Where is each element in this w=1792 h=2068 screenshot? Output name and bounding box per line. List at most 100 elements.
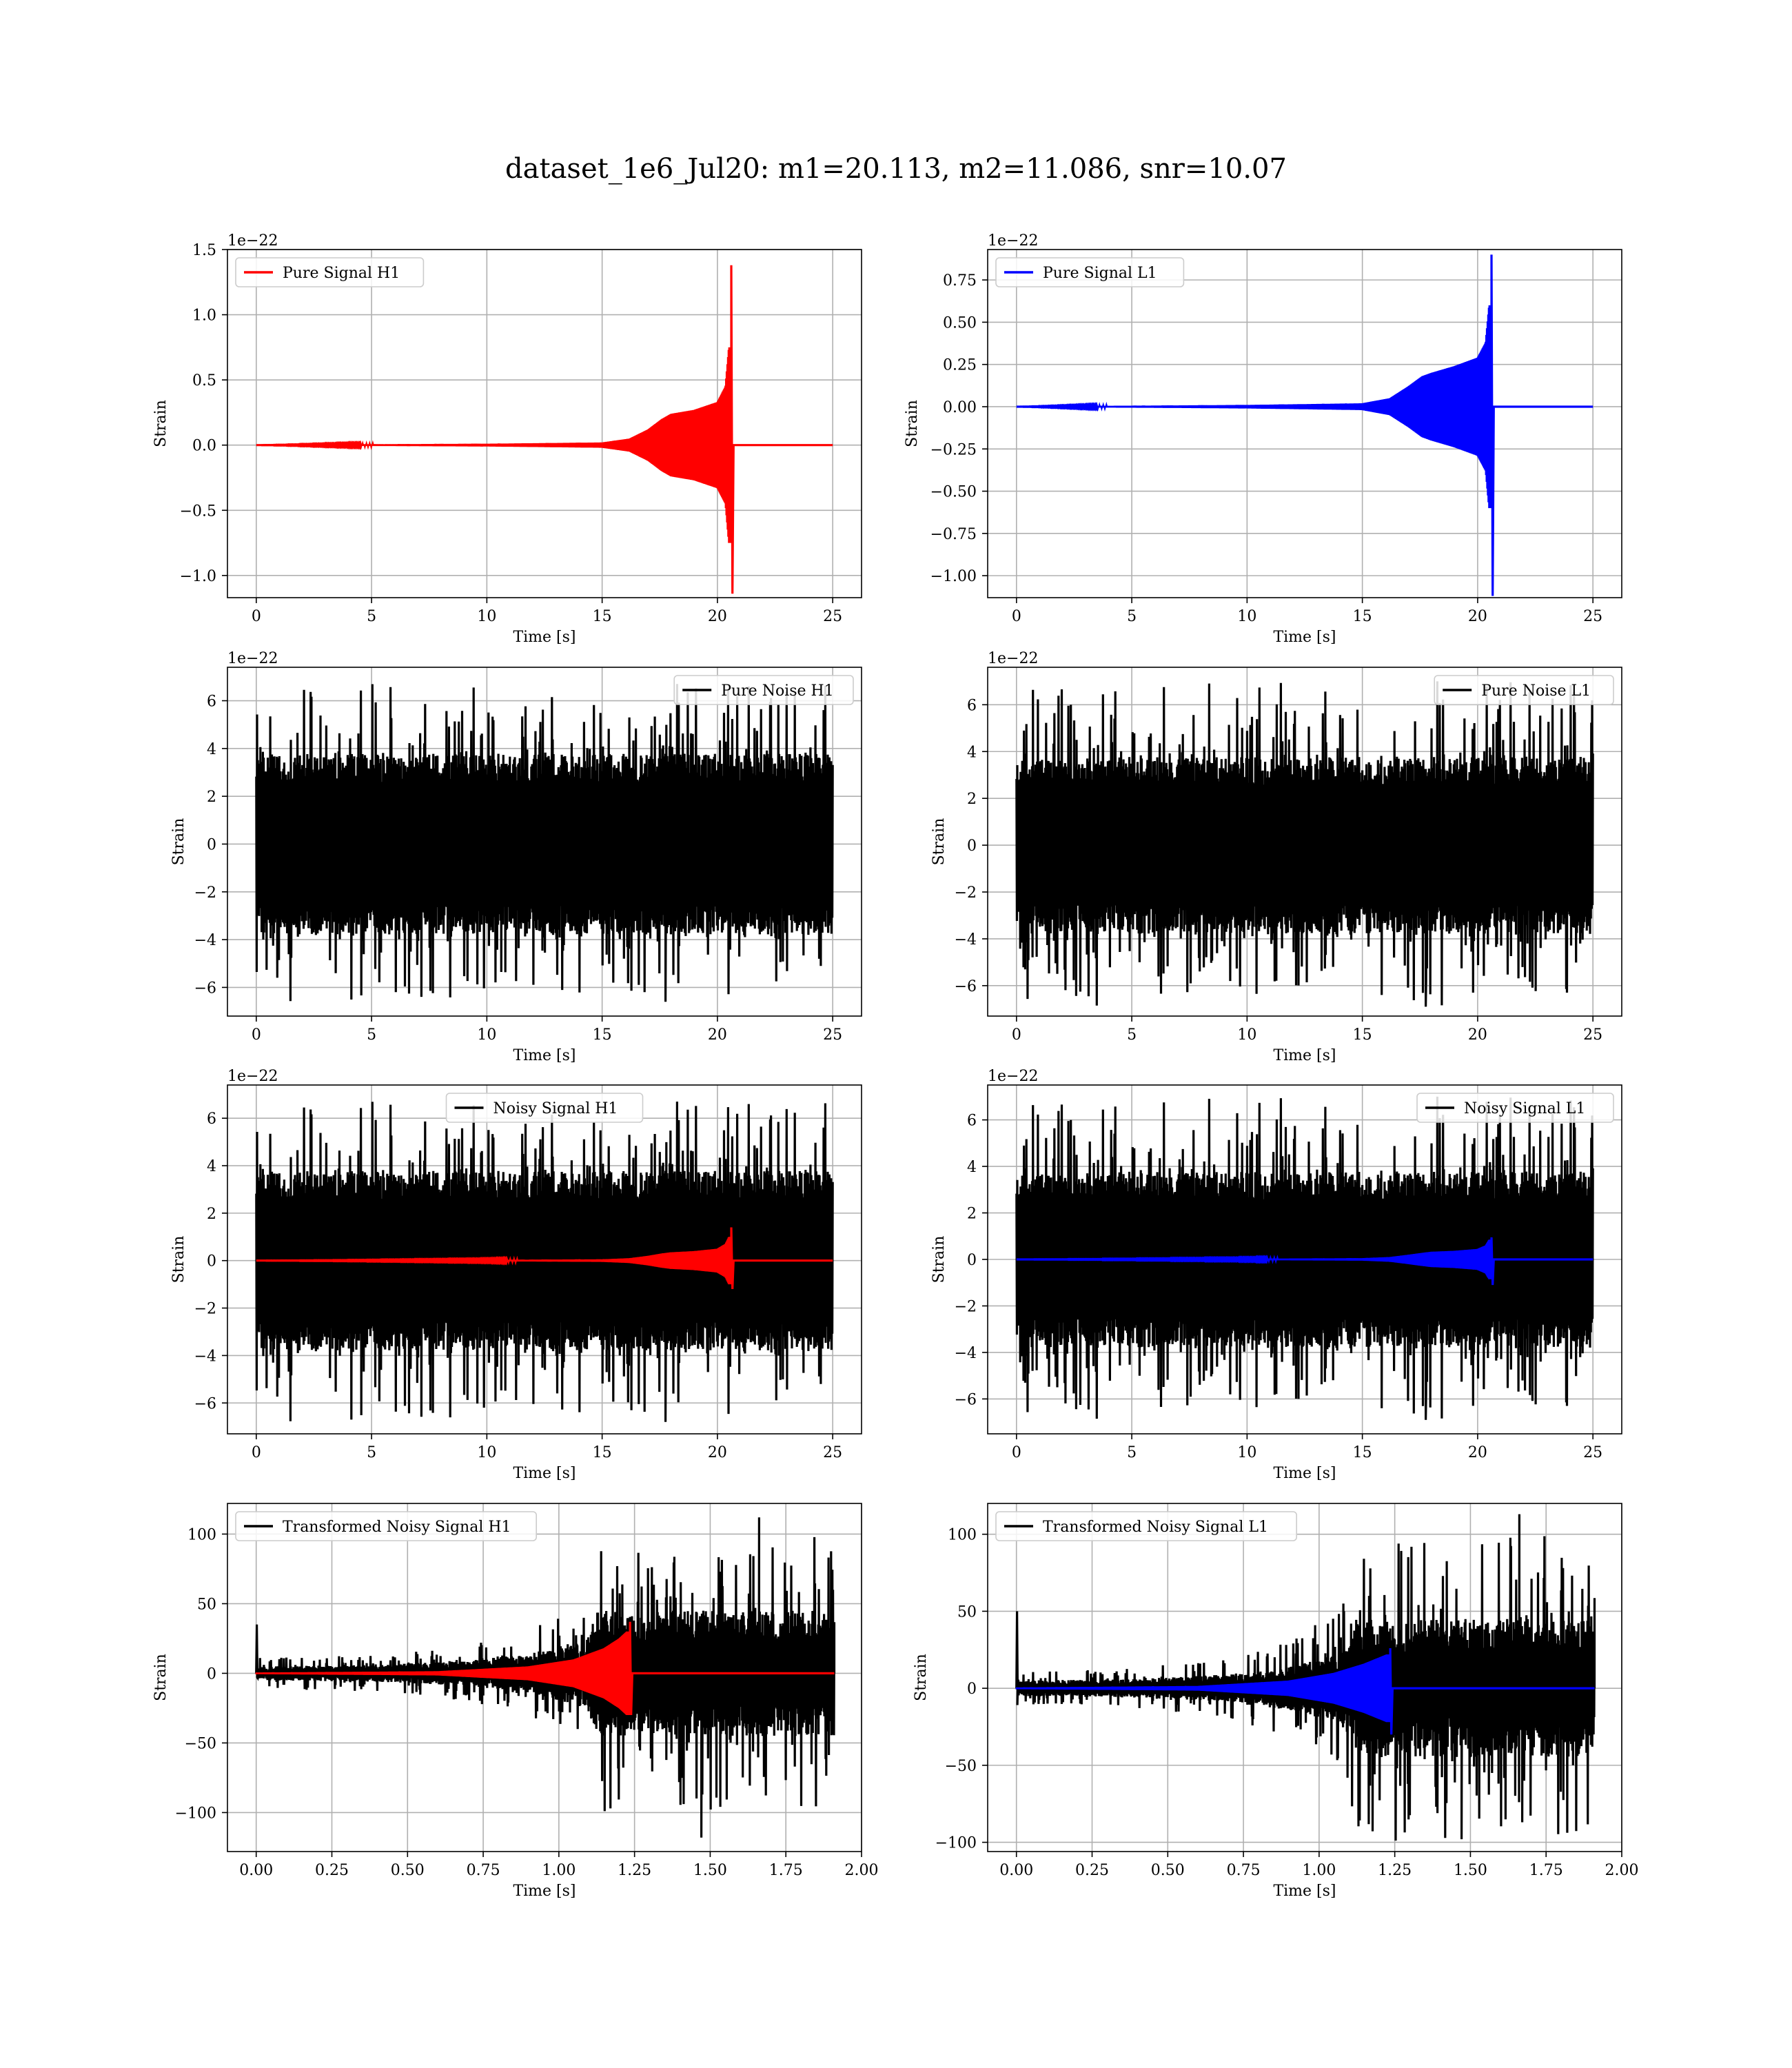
x-tick-label: 1.25: [618, 1862, 651, 1879]
x-tick-label: 5: [1127, 1026, 1137, 1044]
x-tick-label: 10: [1237, 608, 1256, 625]
y-tick-label: −6: [194, 980, 216, 997]
y-tick-label: 100: [187, 1526, 216, 1543]
y-tick-label: 4: [967, 744, 977, 761]
legend-label: Pure Signal L1: [1043, 265, 1157, 282]
y-tick-label: −0.5: [180, 503, 216, 520]
x-tick-label: 25: [823, 608, 842, 625]
y-tick-label: 0.50: [943, 314, 977, 332]
x-tick-label: 0: [1012, 1444, 1021, 1461]
y-tick-label: −2: [194, 884, 216, 902]
x-tick-label: 10: [477, 1026, 496, 1044]
y-offset-text: 1e−22: [227, 232, 278, 250]
legend-label: Noisy Signal L1: [1464, 1100, 1585, 1117]
x-tick-label: 0: [1012, 608, 1021, 625]
y-tick-label: 0.75: [943, 272, 977, 290]
pure-signal-l1-plot-area: [1016, 254, 1594, 596]
legend-frame: [1434, 675, 1614, 705]
y-tick-label: 50: [957, 1603, 977, 1621]
x-axis-label: Time [s]: [513, 1465, 576, 1482]
y-offset-text: 1e−22: [227, 650, 278, 667]
transformed-noisy-signal-l1-line: [1015, 1514, 1596, 1841]
x-tick-label: 1.25: [1378, 1862, 1412, 1879]
pure-signal-h1-axes: 0 5 10 15 20 25 −1.0 −0.5 0.0 0.5 1.0 1.5 Time [s] St…: [152, 232, 862, 646]
x-axis-label: Time [s]: [1273, 1465, 1336, 1482]
axes-frame: [227, 1084, 862, 1435]
y-tick-label: 0.00: [943, 399, 977, 416]
x-tick-label: 20: [708, 1444, 727, 1461]
legend-frame: [995, 257, 1185, 287]
x-tick-label: 0: [252, 608, 261, 625]
y-tick-label: −0.50: [930, 484, 977, 501]
x-tick-label: 15: [593, 608, 612, 625]
x-tick-label: 5: [1127, 608, 1137, 625]
y-tick-label: −2: [955, 884, 977, 902]
x-tick-label: 20: [1468, 1026, 1487, 1044]
legend: Pure Signal H1: [235, 257, 425, 287]
x-tick-label: 0.50: [1151, 1862, 1185, 1879]
x-tick-label: 1.50: [1454, 1862, 1487, 1879]
x-tick-label: 0: [252, 1026, 261, 1044]
x-tick-label: 0.25: [1075, 1862, 1109, 1879]
y-tick-label: 6: [207, 693, 216, 711]
x-tick-label: 15: [1353, 1444, 1372, 1461]
y-tick-label: −2: [194, 1301, 216, 1318]
legend-label: Pure Noise L1: [1481, 682, 1591, 700]
legend: Transformed Noisy Signal L1: [995, 1511, 1298, 1541]
y-tick-label: 0: [207, 1665, 216, 1683]
y-tick-label: 0: [207, 1253, 216, 1270]
legend-label: Transformed Noisy Signal L1: [1043, 1519, 1268, 1536]
x-tick-label: 1.75: [769, 1862, 803, 1879]
noisy-signal-l1-overlay-line: [1016, 1237, 1594, 1286]
x-tick-label: 5: [367, 1444, 376, 1461]
axes-frame: [227, 1503, 862, 1852]
noisy-signal-h1-overlay-line: [256, 1227, 833, 1290]
y-axis-label: Strain: [904, 400, 921, 447]
y-tick-label: 50: [197, 1596, 216, 1613]
x-tick-label: 25: [1583, 1444, 1602, 1461]
transformed-noisy-signal-l1-axes: 0.00 0.25 0.50 0.75 1.00 1.25 1.50 1.75 2.00 −100…: [913, 1503, 1638, 1900]
y-offset-text: 1e−22: [227, 1068, 278, 1085]
y-tick-label: −2: [955, 1298, 977, 1315]
x-axis-label: Time [s]: [513, 629, 576, 646]
legend-frame: [995, 1511, 1298, 1541]
y-axis-label: Strain: [913, 1654, 930, 1701]
x-tick-label: 5: [367, 1026, 376, 1044]
legend: Noisy Signal H1: [445, 1093, 644, 1123]
legend-label: Transformed Noisy Signal H1: [283, 1519, 511, 1536]
y-tick-label: −4: [955, 1345, 977, 1362]
y-tick-label: 1.0: [192, 307, 216, 325]
y-tick-label: −50: [185, 1735, 216, 1752]
x-tick-label: 1.75: [1529, 1862, 1563, 1879]
pure-noise-h1-plot-area: [255, 684, 834, 1002]
y-axis-label: Strain: [152, 1654, 170, 1701]
x-tick-label: 15: [1353, 1026, 1372, 1044]
x-tick-label: 0.75: [1227, 1862, 1261, 1879]
y-tick-label: −6: [955, 978, 977, 995]
x-tick-label: 10: [477, 1444, 496, 1461]
y-axis-label: Strain: [170, 818, 187, 866]
x-tick-label: 15: [1353, 608, 1372, 625]
transformed-noisy-signal-h1-plot-area: [255, 1517, 836, 1838]
x-tick-label: 20: [708, 608, 727, 625]
x-axis-label: Time [s]: [513, 1047, 576, 1064]
x-tick-label: 0.00: [239, 1862, 273, 1879]
pure-noise-h1-line: [255, 684, 834, 1002]
y-tick-label: 6: [967, 1113, 977, 1130]
x-tick-label: 1.00: [1302, 1862, 1336, 1879]
x-tick-label: 0: [252, 1444, 261, 1461]
x-tick-label: 15: [593, 1444, 612, 1461]
axes-frame: [987, 667, 1622, 1017]
x-tick-label: 25: [823, 1444, 842, 1461]
x-tick-label: 0: [1012, 1026, 1021, 1044]
transformed-noisy-signal-l1-overlay-line: [1015, 1648, 1595, 1735]
x-tick-label: 1.00: [542, 1862, 576, 1879]
y-tick-label: 1.5: [192, 242, 216, 259]
axes-frame: [987, 249, 1622, 598]
pure-noise-l1-line: [1015, 681, 1594, 1007]
y-tick-label: 0.5: [192, 372, 216, 389]
pure-signal-h1-plot-area: [256, 265, 833, 594]
legend-frame: [673, 675, 854, 705]
x-tick-label: 5: [1127, 1444, 1137, 1461]
